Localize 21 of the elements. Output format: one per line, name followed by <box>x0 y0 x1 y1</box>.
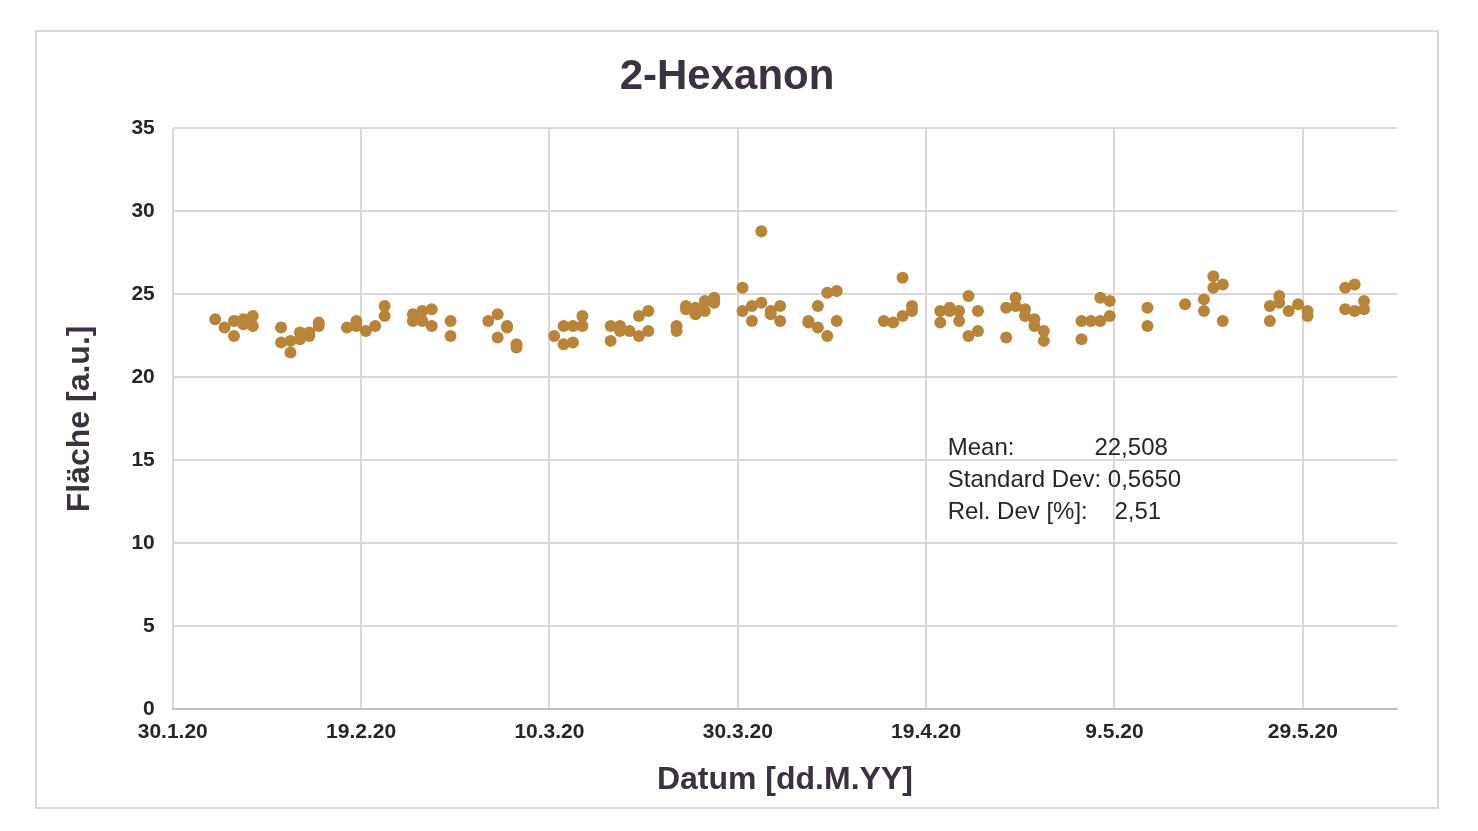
y-tick-label: 25 <box>131 281 156 305</box>
x-tick-label: 19.2.20 <box>326 718 397 742</box>
y-tick-label: 30 <box>131 198 155 222</box>
x-tick-label: 9.5.20 <box>1085 718 1144 742</box>
annotation: Standard Dev: 0,5650 <box>947 465 1182 493</box>
annotation: Rel. Dev [%]: 2,51 <box>947 497 1162 525</box>
y-tick-label: 35 <box>131 115 156 139</box>
x-tick-label: 19.4.20 <box>891 718 962 742</box>
y-tick-label: 10 <box>131 530 155 554</box>
y-tick-label: 0 <box>143 696 155 720</box>
x-axis-title: Datum [dd.M.YY] <box>656 759 913 796</box>
y-axis-title: Fläche [a.u.] <box>60 325 97 513</box>
x-tick-label: 30.1.20 <box>137 718 208 742</box>
x-tick-label: 29.5.20 <box>1267 718 1338 742</box>
x-tick-label: 30.3.20 <box>702 718 773 742</box>
chart-title: 2-Hexanon <box>619 50 835 98</box>
y-tick-label: 5 <box>143 613 156 637</box>
y-tick-label: 15 <box>131 447 156 471</box>
annotation: Mean: 22,508 <box>947 433 1168 461</box>
y-tick-label: 20 <box>131 364 155 388</box>
x-tick-label: 10.3.20 <box>514 718 585 742</box>
